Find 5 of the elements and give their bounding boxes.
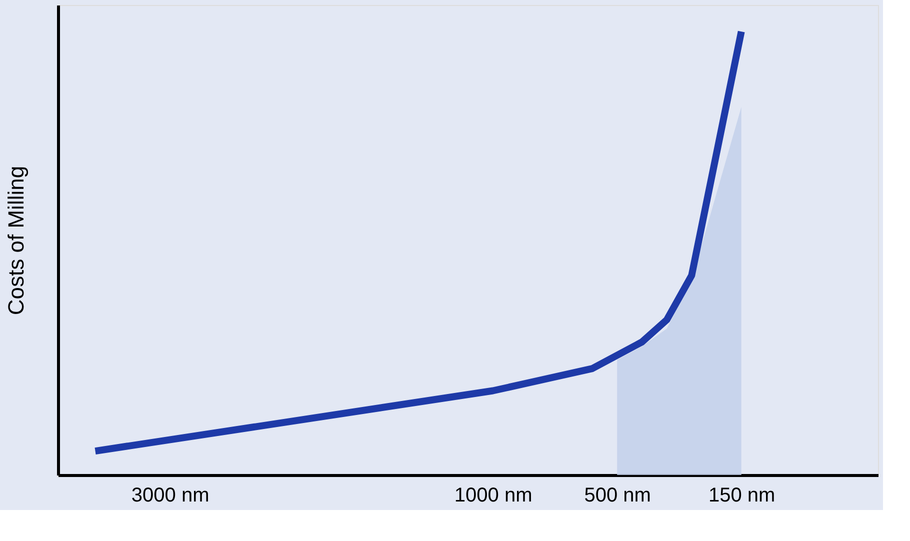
y-axis-title: Costs of Milling <box>4 166 28 316</box>
x-tick-label: 1000 nm <box>454 484 532 506</box>
x-tick-label: 500 nm <box>584 484 651 506</box>
x-tick-label: 3000 nm <box>131 484 210 506</box>
x-tick-label: 150 nm <box>708 484 776 506</box>
